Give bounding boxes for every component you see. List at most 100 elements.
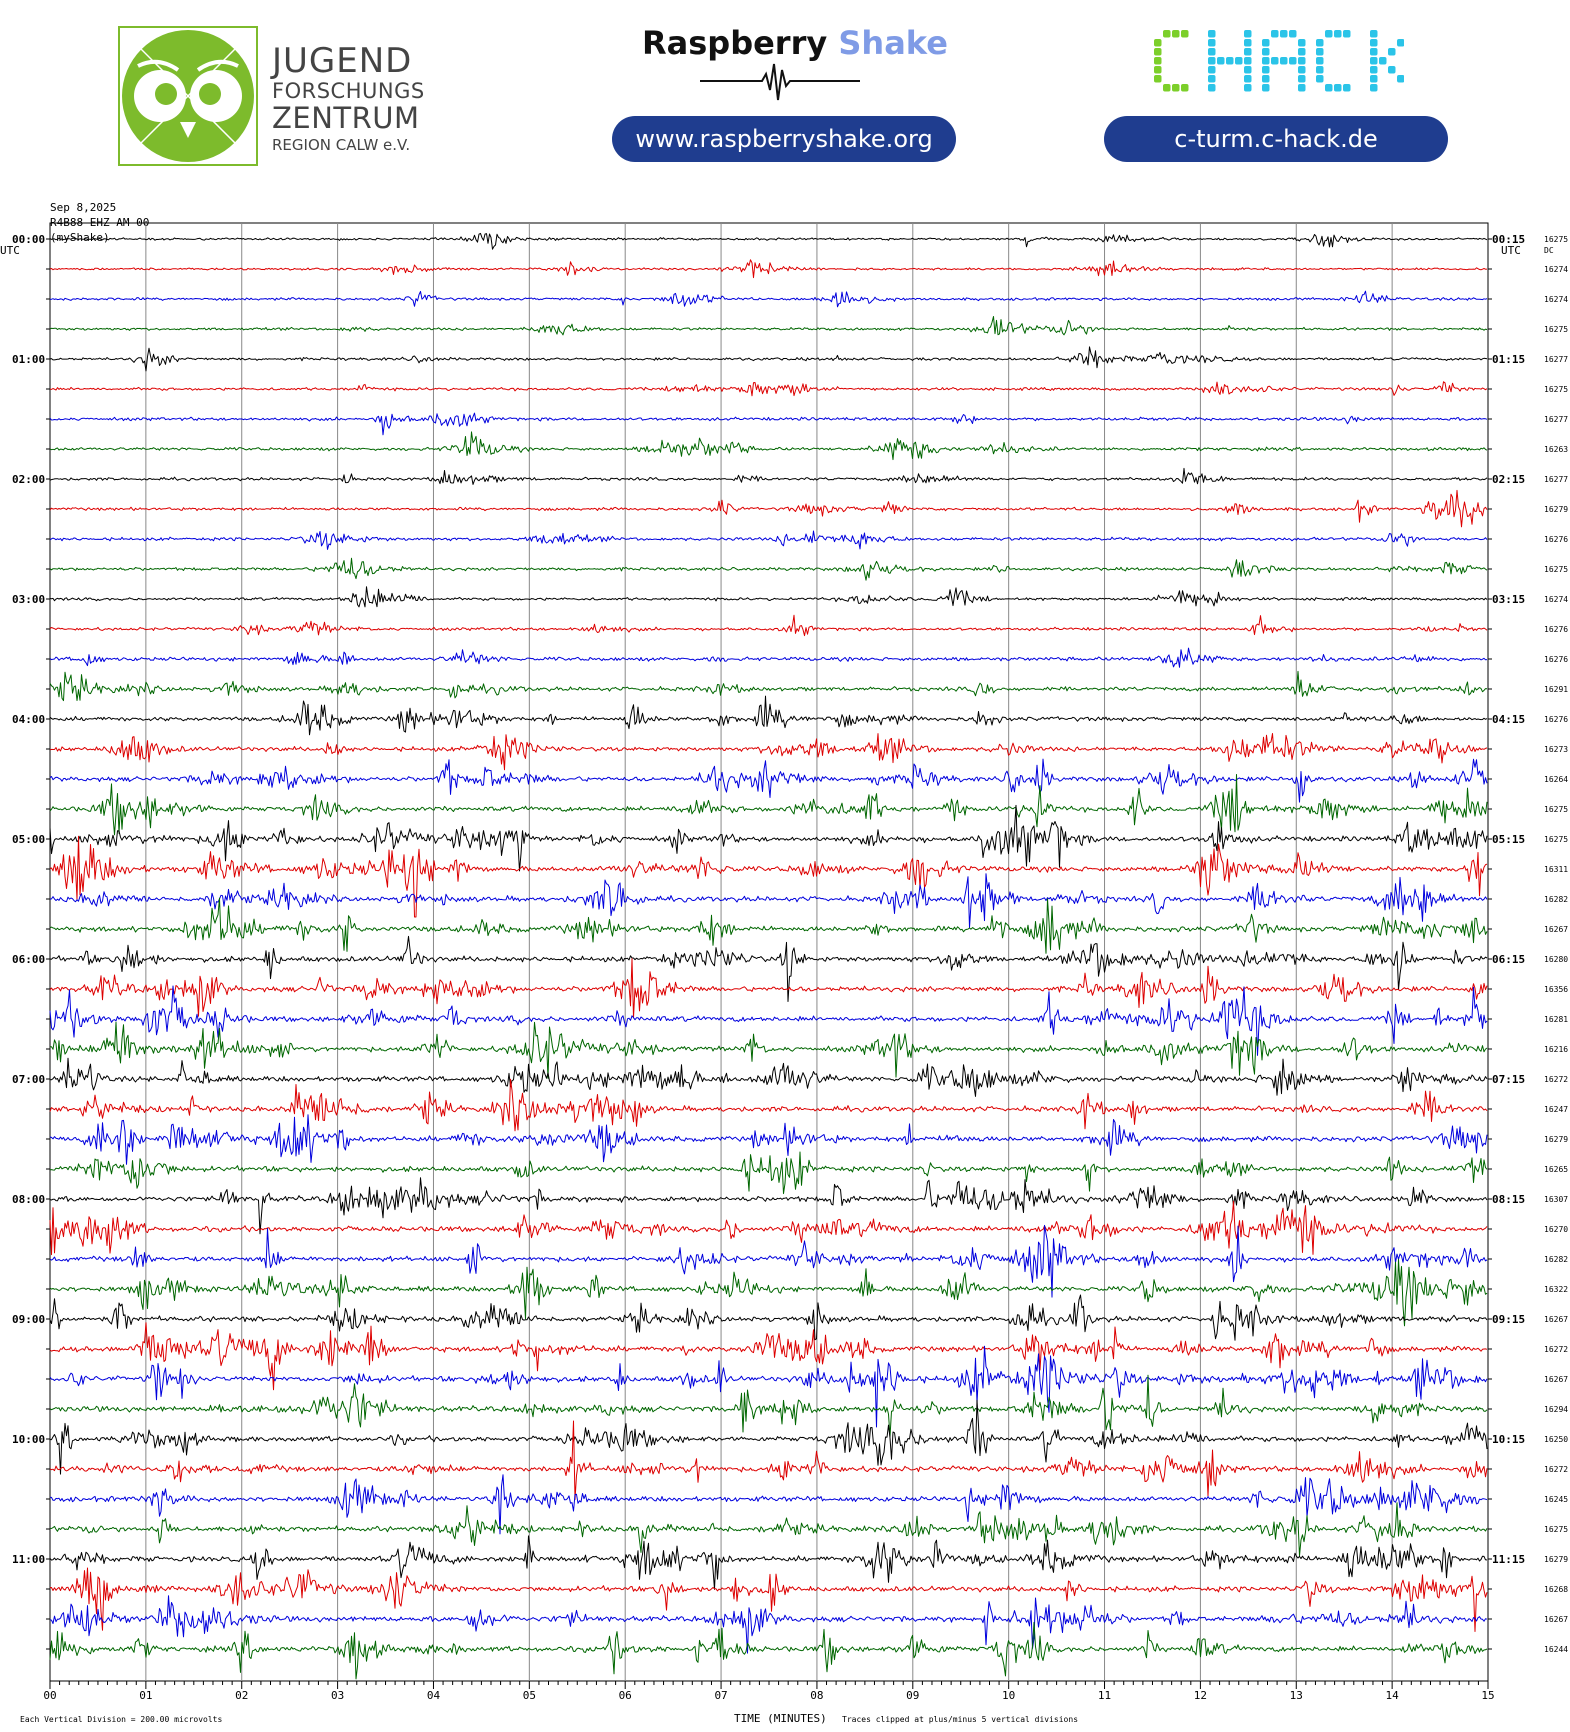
trace-line	[49, 259, 1488, 279]
chack-logo-pixel	[1217, 57, 1225, 65]
chack-logo-pixel	[1172, 30, 1180, 38]
hour-label-right: 07:15	[1492, 1073, 1525, 1086]
raspberry-shake-link[interactable]: www.raspberryshake.org	[612, 116, 956, 162]
chack-logo-pixel	[1298, 84, 1306, 92]
trace-line	[49, 557, 1488, 581]
chack-logo-pixel	[1316, 75, 1324, 83]
chack-logo-pixel	[1244, 57, 1252, 65]
chack-logo-pixel	[1370, 75, 1378, 83]
trace-line	[49, 1259, 1488, 1327]
chack-logo-pixel	[1208, 66, 1216, 74]
chack-logo-pixel	[1397, 39, 1404, 47]
chack-logo-pixel	[1244, 39, 1252, 47]
trace-line	[49, 733, 1488, 771]
chack-logo-pixel	[1298, 75, 1306, 83]
x-tick-label: 03	[331, 1689, 344, 1702]
dc-offset-label: 16322	[1544, 1285, 1568, 1294]
chack-logo-pixel	[1388, 66, 1396, 74]
dc-offset-label: 16276	[1544, 655, 1568, 664]
dc-offset-label: 16279	[1544, 1555, 1568, 1564]
chack-link[interactable]: c-turm.c-hack.de	[1104, 116, 1448, 162]
chack-logo-pixel	[1343, 84, 1351, 92]
hour-label-left: 02:00	[12, 473, 45, 486]
owl-logo-icon	[118, 26, 258, 166]
dc-offset-label: 16291	[1544, 685, 1568, 694]
trace-line	[49, 804, 1488, 872]
dc-offset-label: 16268	[1544, 1585, 1568, 1594]
dc-offset-label: 16281	[1544, 1015, 1568, 1024]
traces	[49, 232, 1488, 1680]
trace-line	[49, 1322, 1488, 1391]
chack-logo-pixel	[1397, 75, 1404, 83]
dc-offset-label: 16307	[1544, 1195, 1568, 1204]
chack-logo-pixel	[1271, 57, 1279, 65]
trace-line	[49, 985, 1488, 1056]
dc-offset-label: 16311	[1544, 865, 1568, 874]
dc-offset-label: 16280	[1544, 955, 1568, 964]
dc-label: DC	[1544, 246, 1554, 255]
trace-line	[49, 1021, 1488, 1079]
trace-line	[49, 958, 1488, 1019]
jfz-line1: JUGEND	[272, 41, 413, 81]
chack-logo-pixel	[1154, 48, 1162, 56]
chack-logo-pixel	[1370, 39, 1378, 47]
hour-label-left: 07:00	[12, 1073, 45, 1086]
hour-label-left: 11:00	[12, 1553, 45, 1566]
dc-offset-label: 16274	[1544, 295, 1568, 304]
dc-offset-label: 16267	[1544, 1315, 1568, 1324]
dc-offset-label: 16274	[1544, 595, 1568, 604]
trace-line	[49, 873, 1488, 929]
hour-label-right: 04:15	[1492, 713, 1525, 726]
dc-offset-label: 16277	[1544, 415, 1568, 424]
jfz-line3: ZENTRUM	[272, 101, 420, 135]
dc-offset-label: 16265	[1544, 1165, 1568, 1174]
chack-logo-pixel	[1181, 30, 1189, 38]
trace-line	[49, 835, 1488, 918]
x-tick-label: 05	[523, 1689, 536, 1702]
dc-offset-label: 16247	[1544, 1105, 1568, 1114]
rs-title-a: Raspberry	[642, 24, 839, 62]
dc-offset-label: 16276	[1544, 715, 1568, 724]
trace-line	[49, 935, 1488, 1002]
hour-label-left: 04:00	[12, 713, 45, 726]
chack-logo-pixel	[1163, 84, 1171, 92]
dc-offset-label: 16275	[1544, 235, 1568, 244]
jfz-line4: REGION CALW e.V.	[272, 136, 411, 154]
rs-title-b: Shake	[838, 24, 948, 62]
trace-line	[49, 1078, 1488, 1132]
x-tick-label: 12	[1194, 1689, 1207, 1702]
trace-line	[49, 1420, 1488, 1501]
dc-offset-label: 16282	[1544, 895, 1568, 904]
chack-logo-icon	[1154, 30, 1404, 92]
chack-logo-pixel	[1244, 66, 1252, 74]
x-tick-label: 00	[43, 1689, 56, 1702]
dc-offset-label: 16275	[1544, 565, 1568, 574]
jfz-line2: FORSCHUNGS	[272, 79, 425, 103]
dc-offset-label: 16273	[1544, 745, 1568, 754]
dc-offset-label: 16275	[1544, 1525, 1568, 1534]
trace-line	[49, 346, 1488, 372]
hour-label-left: 03:00	[12, 593, 45, 606]
trace-line	[49, 381, 1488, 397]
x-tick-label: 08	[810, 1689, 823, 1702]
chack-logo-pixel	[1154, 39, 1162, 47]
trace-line	[49, 431, 1488, 461]
chack-logo-pixel	[1316, 48, 1324, 56]
trace-line	[49, 1177, 1488, 1235]
trace-line	[49, 1595, 1488, 1654]
chack-logo-pixel	[1289, 57, 1297, 65]
trace-line	[49, 1200, 1488, 1256]
dc-offset-label: 16264	[1544, 775, 1568, 784]
trace-line	[49, 586, 1488, 608]
trace-line	[49, 1502, 1488, 1557]
chack-logo-pixel	[1280, 30, 1288, 38]
chack-logo-pixel	[1262, 57, 1270, 65]
labels: 00 01 02 03 04 05 06 07 08 09 10 11 12 13 14 15 16275 00:…	[12, 233, 1568, 1702]
chack-logo-pixel	[1181, 84, 1189, 92]
trace-line	[49, 1535, 1488, 1590]
hour-label-left: 05:00	[12, 833, 45, 846]
chack-logo-pixel	[1271, 30, 1279, 38]
chack-logo-pixel	[1325, 30, 1333, 38]
dc-offset-label: 16275	[1544, 835, 1568, 844]
trace-line	[49, 1474, 1488, 1535]
